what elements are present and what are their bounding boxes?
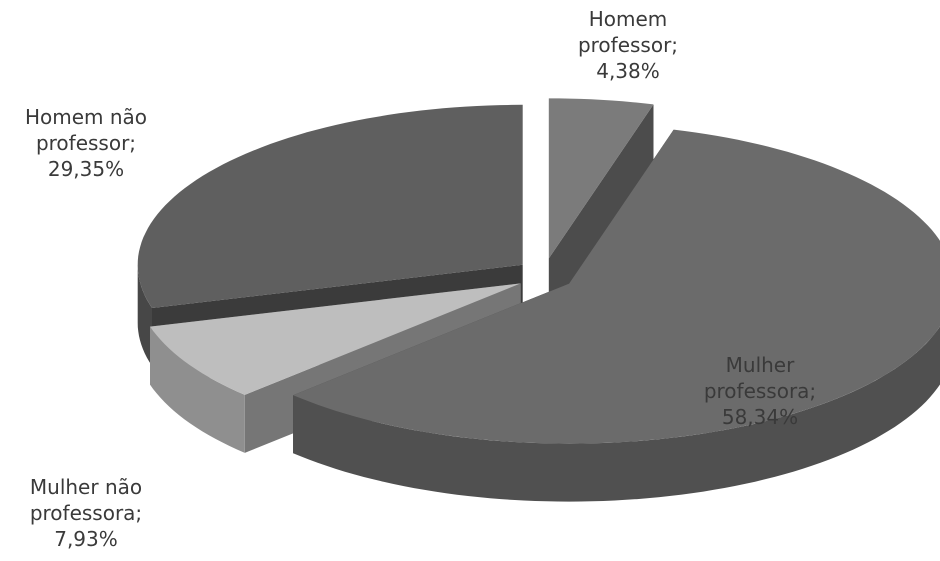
slice-name: Mulher professora; <box>703 353 817 403</box>
slice <box>293 129 940 502</box>
slice-value: 4,38% <box>596 59 660 83</box>
slice-side <box>150 326 245 453</box>
slice-value: 7,93% <box>54 527 118 551</box>
data-label: Mulher professora; 58,34% <box>685 352 835 430</box>
slice <box>548 98 654 317</box>
slice-value: 29,35% <box>47 157 125 181</box>
slice-wall <box>548 104 654 317</box>
data-label: Homem não professor; 29,35% <box>16 104 156 182</box>
data-label: Homem professor; 4,38% <box>568 6 688 84</box>
slice-name: Mulher não professora; <box>29 475 143 525</box>
slice-side <box>293 326 940 502</box>
slice-top <box>548 98 654 259</box>
slice-top <box>150 283 521 395</box>
slice-top <box>293 129 940 444</box>
slice-name: Homem não professor; <box>24 105 148 155</box>
slice-side <box>137 264 152 366</box>
slice-top <box>137 104 523 308</box>
slice-value: 58,34% <box>721 405 799 429</box>
data-label: Mulher não professora; 7,93% <box>16 474 156 552</box>
slice-name: Homem professor; <box>577 7 679 57</box>
